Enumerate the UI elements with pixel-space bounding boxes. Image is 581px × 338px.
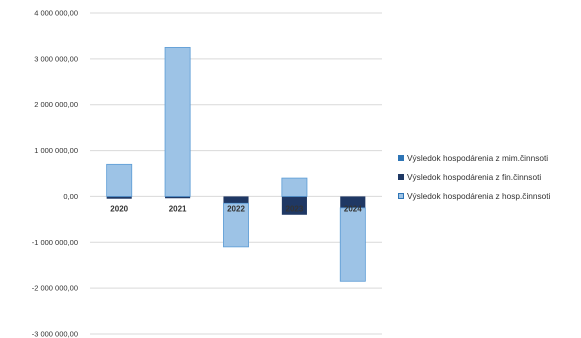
y-tick-label: -2 000 000,00: [32, 284, 78, 293]
legend-label-hosp: Výsledok hospodárenia z hosp.činnsoti: [407, 190, 551, 201]
y-tick-label: -3 000 000,00: [32, 330, 78, 338]
bars: [106, 46, 366, 282]
x-category-label: 2021: [169, 204, 187, 213]
legend-swatch-mim: [398, 154, 404, 161]
legend-label-mim: Výsledok hospodárenia z mim.činnsoti: [407, 152, 549, 163]
y-tick-label: 3 000 000,00: [34, 54, 78, 63]
bar-segment: [106, 163, 133, 197]
x-axis: 2020 2021 2022 2023 2024: [110, 204, 362, 213]
bar-segment: [165, 196, 191, 199]
legend: Výsledok hospodárenia z mim.činnsoti Výs…: [398, 148, 550, 205]
legend-swatch-hosp: [398, 192, 404, 199]
legend-item-mim: Výsledok hospodárenia z mim.činnsoti: [398, 148, 550, 167]
legend-label-fin: Výsledok hospodárenia z fin.činnsoti: [407, 171, 542, 182]
y-tick-label: 0,00: [63, 192, 78, 201]
bar-segment: [223, 196, 249, 204]
legend-swatch-fin: [398, 173, 404, 180]
bar-segment: [340, 196, 366, 208]
bar-segment: [339, 207, 366, 282]
y-tick-label: 1 000 000,00: [34, 146, 78, 155]
y-axis: 4 000 000,00 3 000 000,00 2 000 000,00 1 00…: [32, 9, 78, 338]
legend-item-hosp: Výsledok hospodárenia z hosp.činnsoti: [398, 186, 550, 205]
x-category-label: 2022: [227, 204, 245, 213]
bar-segment: [164, 46, 191, 197]
bar-segment: [281, 177, 308, 197]
y-tick-label: 2 000 000,00: [34, 100, 78, 109]
bar-segment: [106, 196, 132, 199]
legend-item-fin: Výsledok hospodárenia z fin.činnsoti: [398, 167, 550, 186]
y-tick-label: -1 000 000,00: [32, 238, 78, 247]
x-category-label: 2024: [344, 204, 362, 213]
x-category-label: 2020: [110, 204, 128, 213]
x-category-label: 2023: [286, 204, 304, 213]
gridlines: [90, 12, 382, 335]
y-tick-label: 4 000 000,00: [34, 9, 78, 18]
bar-segment: [281, 196, 307, 215]
bar-segment: [223, 202, 249, 248]
